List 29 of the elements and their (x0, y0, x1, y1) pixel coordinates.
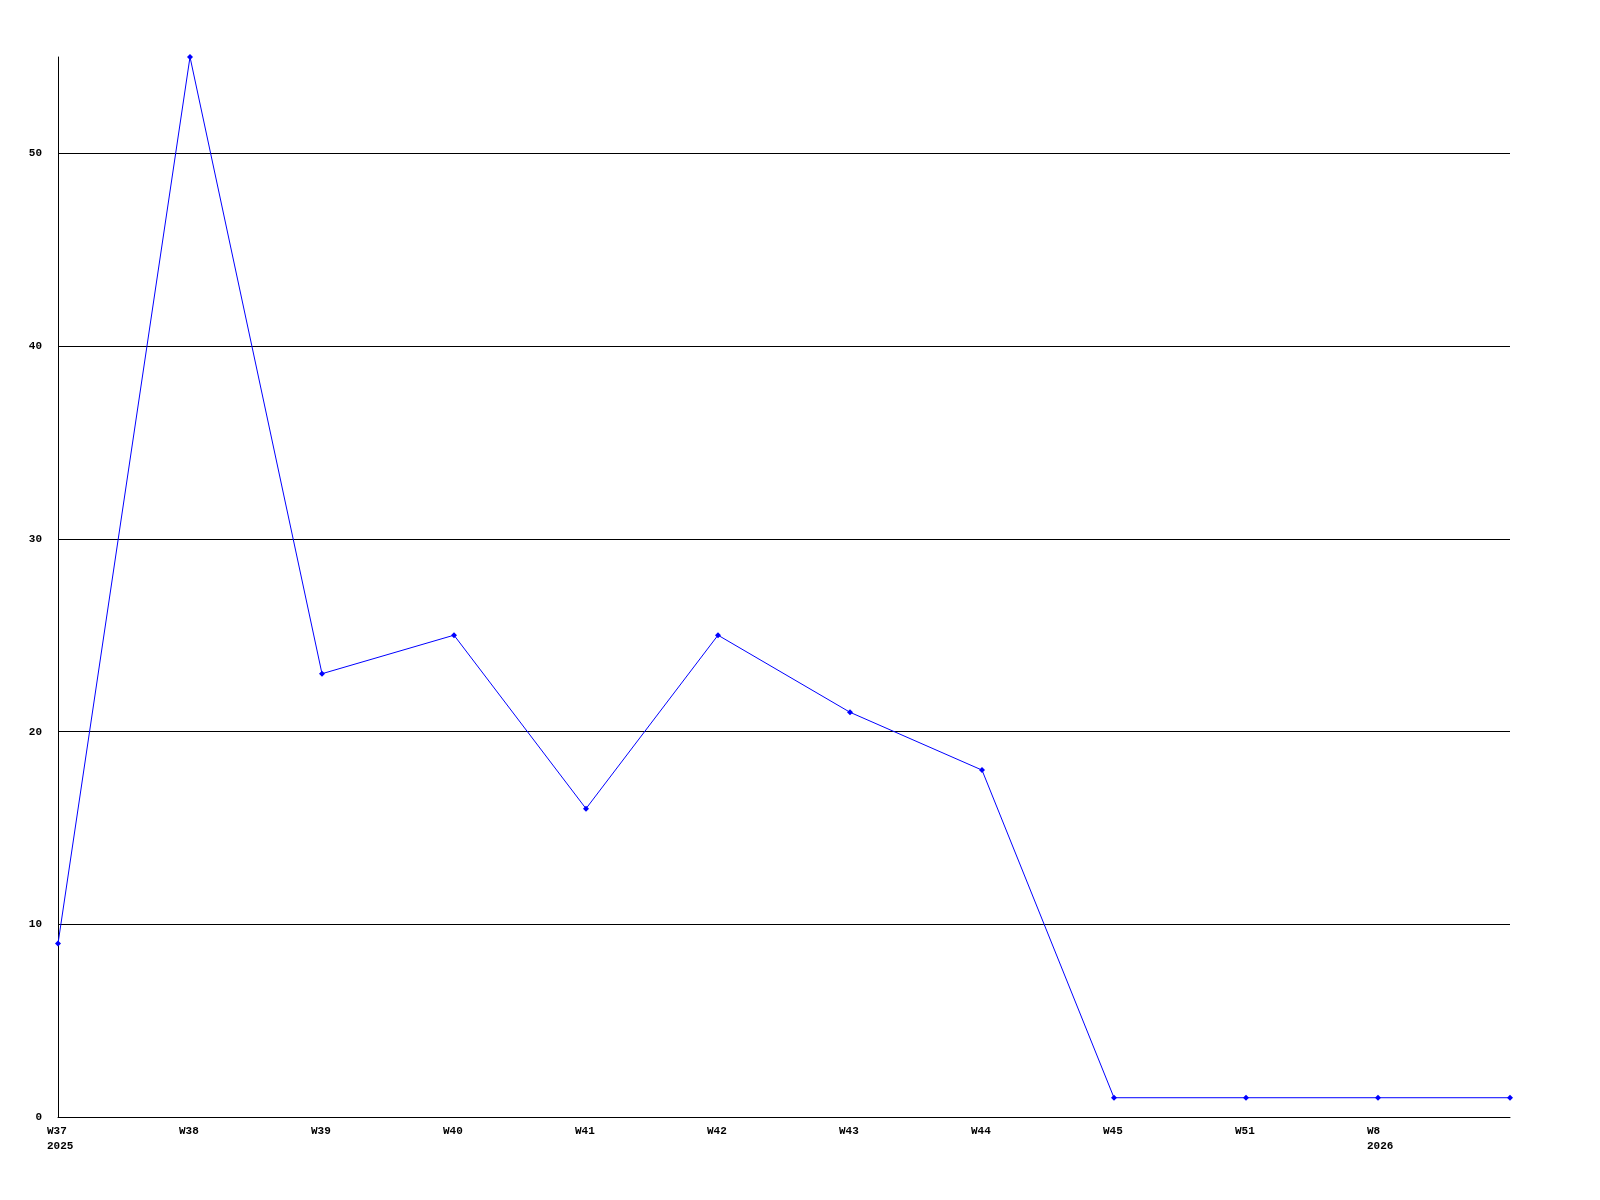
y-tick-label: 0 (35, 1111, 42, 1123)
x-tick-label: W37 2025 (47, 1124, 74, 1152)
point (979, 767, 985, 774)
x-tick-label: W45 (1103, 1124, 1124, 1137)
y-tick-label: 30 (28, 532, 42, 545)
y-tick-label: 10 (28, 918, 42, 931)
x-tick-label: W43 (839, 1124, 860, 1137)
point (1507, 1094, 1513, 1101)
point (1243, 1094, 1249, 1101)
x-tick-label: W44 (971, 1124, 992, 1137)
x-tick-label: W40 (443, 1124, 463, 1137)
point (583, 805, 589, 812)
x-tick-label: W38 (179, 1124, 200, 1137)
point (319, 670, 325, 677)
point (1375, 1094, 1381, 1101)
x-tick-label: W42 (707, 1124, 727, 1137)
x-tick-label: W41 (575, 1124, 596, 1137)
point (715, 632, 721, 639)
x-tick-label: W8 2026 (1367, 1124, 1394, 1152)
point (187, 54, 193, 60)
y-tick-label: 50 (28, 147, 42, 160)
point (55, 940, 61, 947)
x-tick-label: W39 (311, 1124, 331, 1137)
point (847, 709, 853, 716)
y-tick-label: 20 (28, 725, 42, 738)
x-tick-label: W51 (1235, 1124, 1256, 1137)
point (451, 632, 457, 639)
point (1111, 1094, 1117, 1101)
y-tick-label: 40 (28, 340, 42, 353)
